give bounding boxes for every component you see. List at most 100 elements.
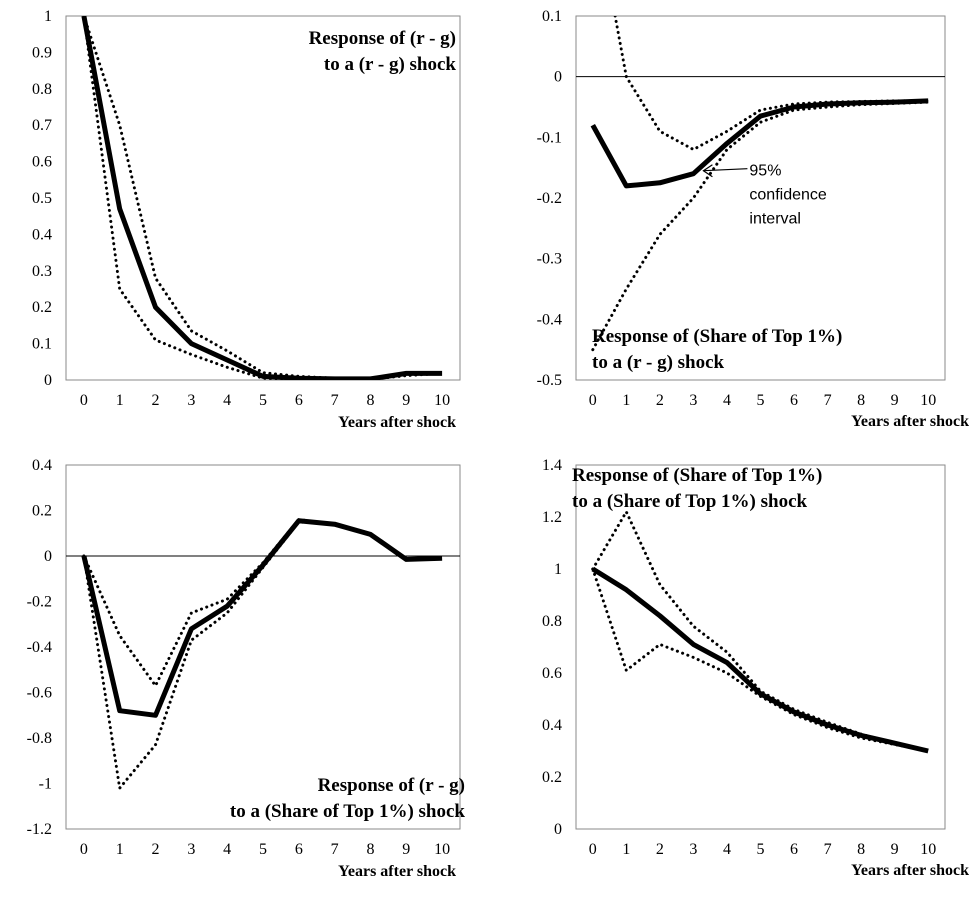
y-tick-label: -0.4: [537, 311, 562, 328]
x-tick-label: 2: [656, 841, 664, 858]
x-tick-label: 2: [656, 392, 664, 409]
annotation-text: interval: [749, 211, 801, 228]
y-tick-label: 1.2: [542, 509, 562, 526]
y-tick-label: 1: [44, 8, 52, 25]
chart-rg-to-top1: -1.2 -1 -0.8 -0.6 -0.4 -0.2 0 0.2 0.4 0 1 2 3 4 5 6 7 8 9 1…: [27, 457, 466, 880]
x-tick-label: 0: [80, 392, 88, 409]
y-tick-label: -0.8: [27, 730, 52, 747]
x-tick-label: 8: [857, 392, 865, 409]
x-tick-label: 3: [689, 841, 697, 858]
chart-title-line-2: to a (r - g) shock: [324, 54, 457, 75]
y-tick-label: 0: [44, 548, 52, 565]
y-tick-label: 0: [44, 372, 52, 389]
series-line-upper-bound: [591, 510, 930, 753]
x-tick-label: 0: [80, 841, 88, 858]
plot-frame: [575, 15, 946, 381]
chart-title-line-2: to a (r - g) shock: [592, 352, 725, 373]
x-tick-label: 4: [223, 392, 231, 409]
x-tick-label: 8: [366, 841, 374, 858]
x-tick-label: 2: [152, 392, 160, 409]
y-tick-label: -1: [39, 776, 52, 793]
y-tick-label: 0: [554, 821, 562, 838]
chart-title-line-1: Response of (Share of Top 1%): [592, 326, 842, 347]
series-line-lower-bound: [82, 16, 444, 380]
y-tick-label: -0.3: [537, 251, 562, 268]
y-tick-label: 0.8: [32, 81, 52, 98]
y-tick-label: 0.7: [32, 117, 52, 134]
x-tick-label: 9: [891, 841, 899, 858]
x-tick-label: 3: [187, 841, 195, 858]
x-axis-title: Years after shock: [851, 862, 969, 879]
y-tick-label: 1.4: [542, 457, 562, 474]
y-tick-label: 0.4: [32, 457, 52, 474]
chart-title-line-1: Response of (Share of Top 1%): [572, 465, 822, 486]
x-tick-label: 7: [331, 841, 339, 858]
x-tick-label: 10: [434, 841, 450, 858]
y-tick-label: 0.8: [542, 613, 562, 630]
annotation-arrowhead: [702, 164, 713, 178]
series-line-upper-bound: [613, 16, 930, 151]
x-tick-label: 9: [402, 841, 410, 858]
chart-top1-to-rg: -0.5 -0.4 -0.3 -0.2 -0.1 0 0.1 0 1 2 3 4 5 6 7 8 9 10 Year…: [537, 8, 969, 430]
y-tick-label: 0.2: [32, 503, 52, 520]
x-tick-label: 1: [116, 392, 124, 409]
x-tick-label: 0: [589, 392, 597, 409]
x-tick-label: 5: [259, 392, 267, 409]
chart-title-line-2: to a (Share of Top 1%) shock: [572, 491, 808, 512]
x-tick-label: 9: [402, 392, 410, 409]
y-tick-label: 0.2: [32, 299, 52, 316]
annotation-text: 95%: [749, 163, 781, 180]
y-tick-label: -0.4: [27, 639, 52, 656]
y-tick-label: 0.4: [542, 717, 562, 734]
x-tick-label: 10: [434, 392, 450, 409]
y-tick-label: 0.9: [32, 44, 52, 61]
y-tick-label: -1.2: [27, 821, 52, 838]
y-tick-label: 0.1: [32, 336, 52, 353]
series-line-estimate: [591, 566, 929, 754]
x-tick-label: 9: [891, 392, 899, 409]
plot-frame: [575, 464, 946, 830]
x-tick-label: 3: [689, 392, 697, 409]
x-tick-label: 7: [331, 392, 339, 409]
x-axis-title: Years after shock: [851, 413, 969, 430]
x-tick-label: 7: [824, 392, 832, 409]
series-line-estimate: [590, 98, 929, 189]
x-tick-label: 1: [622, 841, 630, 858]
x-tick-label: 5: [757, 392, 765, 409]
chart-top1-to-top1: 0 0.2 0.4 0.6 0.8 1 1.2 1.4 0 1 2 3 4 5 6 7 8 9 10 Years af…: [542, 457, 969, 879]
y-tick-label: 0.3: [32, 263, 52, 280]
x-tick-label: 4: [223, 841, 231, 858]
x-tick-label: 0: [589, 841, 597, 858]
y-tick-label: -0.5: [537, 372, 562, 389]
x-tick-label: 1: [622, 392, 630, 409]
y-tick-label: 0.6: [32, 154, 52, 171]
y-tick-label: -0.1: [537, 129, 562, 146]
x-tick-label: 7: [824, 841, 832, 858]
x-tick-label: 5: [757, 841, 765, 858]
chart-title-line-2: to a (Share of Top 1%) shock: [230, 801, 466, 822]
series-line-lower-bound: [82, 520, 444, 790]
x-tick-label: 1: [116, 841, 124, 858]
x-tick-label: 6: [790, 392, 798, 409]
x-tick-label: 8: [366, 392, 374, 409]
y-tick-label: 0.6: [542, 665, 562, 682]
chart-rg-to-rg: 00.10.20.30.40.50.60.70.80.910 1 2 3 4 5 6 7 8 9 1…: [32, 8, 461, 431]
annotation-text: confidence: [749, 187, 826, 204]
x-tick-label: 4: [723, 841, 731, 858]
x-tick-label: 3: [187, 392, 195, 409]
x-axis-title: Years after shock: [338, 414, 456, 431]
x-tick-label: 2: [152, 841, 160, 858]
x-tick-label: 4: [723, 392, 731, 409]
x-tick-label: 5: [259, 841, 267, 858]
y-tick-label: -0.6: [27, 685, 52, 702]
y-tick-label: 1: [554, 561, 562, 578]
chart-title-line-1: Response of (r - g): [318, 775, 465, 796]
x-tick-label: 6: [790, 841, 798, 858]
y-tick-label: 0.4: [32, 226, 52, 243]
x-tick-label: 8: [857, 841, 865, 858]
chart-title-line-1: Response of (r - g): [309, 28, 456, 49]
x-tick-label: 10: [920, 841, 936, 858]
annotation-arrow: [703, 168, 748, 172]
y-tick-label: 0: [554, 69, 562, 86]
x-tick-label: 6: [295, 841, 303, 858]
